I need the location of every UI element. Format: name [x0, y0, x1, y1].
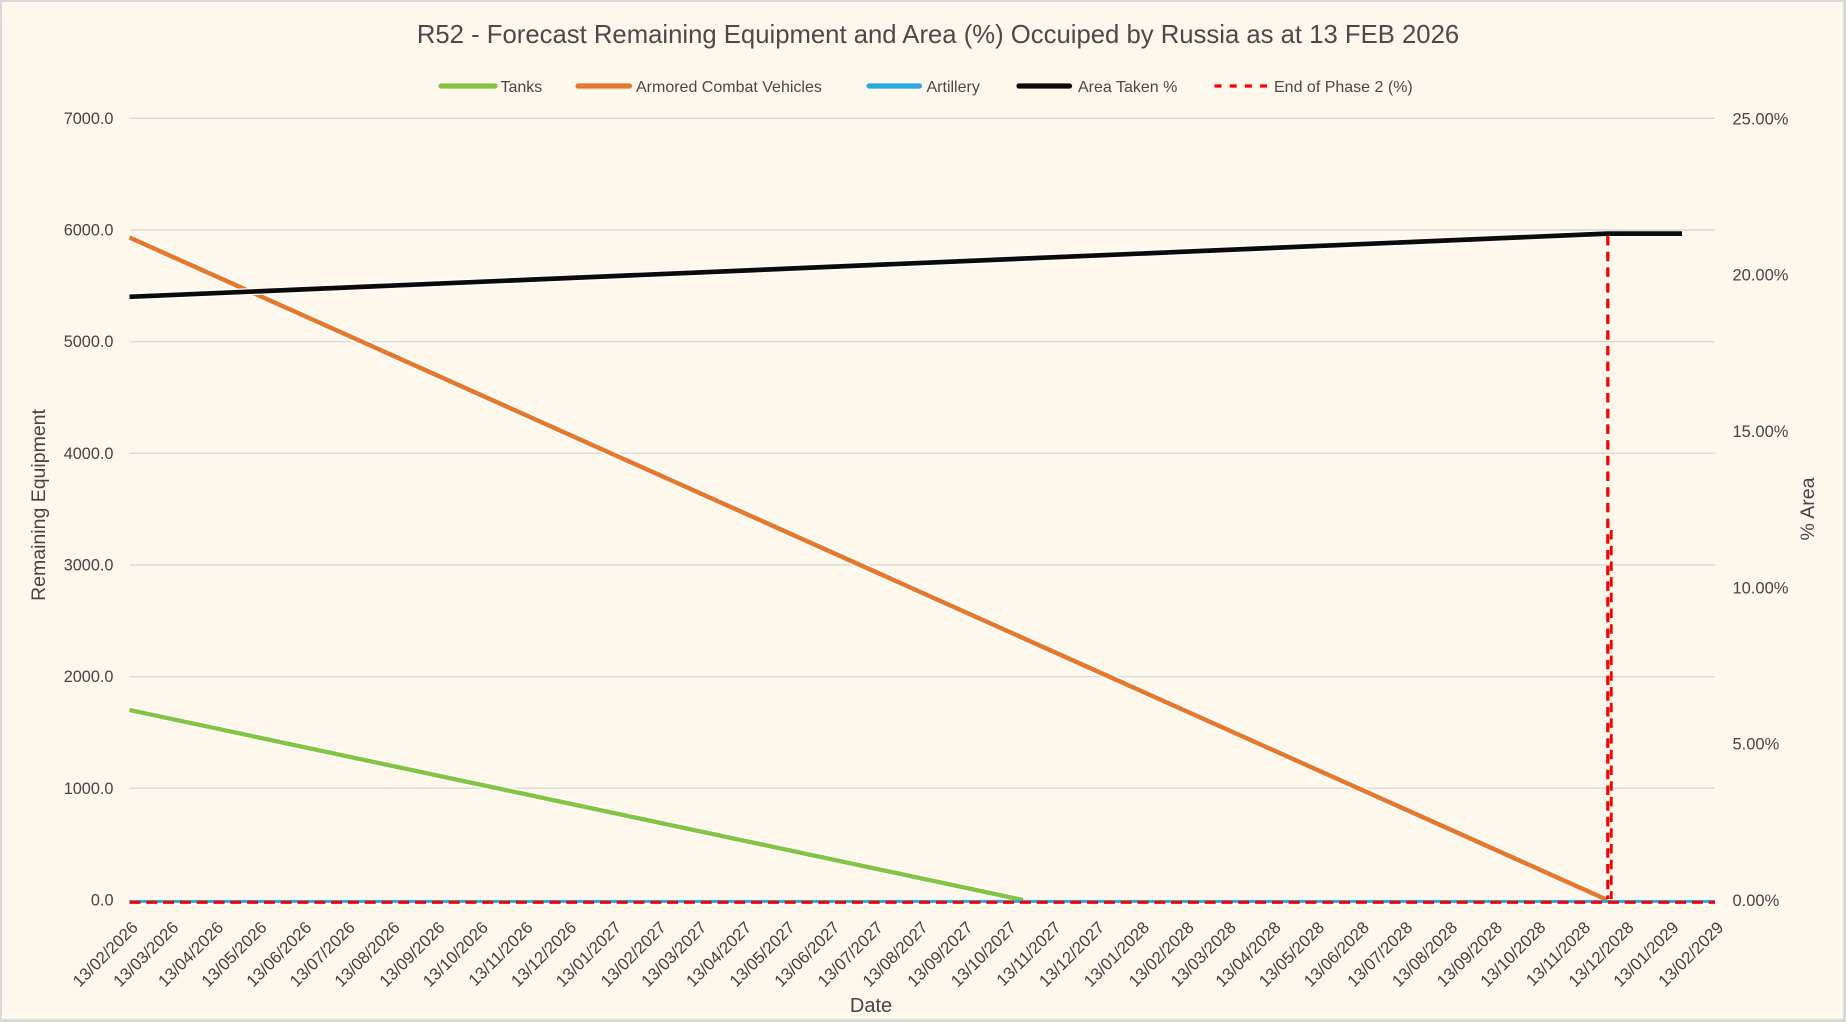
svg-text:0.0: 0.0 [91, 892, 114, 910]
svg-text:4000.0: 4000.0 [64, 445, 114, 463]
svg-text:5.00%: 5.00% [1733, 736, 1780, 754]
svg-text:20.00%: 20.00% [1733, 267, 1789, 285]
svg-text:2000.0: 2000.0 [64, 668, 114, 686]
svg-text:5000.0: 5000.0 [64, 333, 114, 351]
svg-text:6000.0: 6000.0 [64, 222, 114, 240]
svg-text:1000.0: 1000.0 [64, 780, 114, 798]
svg-text:15.00%: 15.00% [1733, 423, 1789, 441]
svg-text:Area Taken %: Area Taken % [1078, 79, 1177, 96]
svg-text:25.00%: 25.00% [1733, 110, 1789, 128]
svg-text:% Area: % Area [1797, 477, 1819, 540]
svg-text:End of Phase 2 (%): End of Phase 2 (%) [1274, 79, 1413, 96]
svg-text:0.00%: 0.00% [1733, 892, 1780, 910]
svg-text:Date: Date [850, 995, 892, 1017]
svg-text:3000.0: 3000.0 [64, 557, 114, 575]
svg-text:Armored Combat Vehicles: Armored Combat Vehicles [636, 79, 822, 96]
svg-text:Artillery: Artillery [927, 79, 980, 96]
svg-text:7000.0: 7000.0 [64, 110, 114, 128]
svg-text:10.00%: 10.00% [1733, 579, 1789, 597]
svg-text:R52 - Forecast Remaining Equip: R52 - Forecast Remaining Equipment and A… [417, 21, 1459, 49]
svg-text:Remaining Equipment: Remaining Equipment [28, 408, 50, 600]
svg-text:Tanks: Tanks [501, 79, 543, 96]
